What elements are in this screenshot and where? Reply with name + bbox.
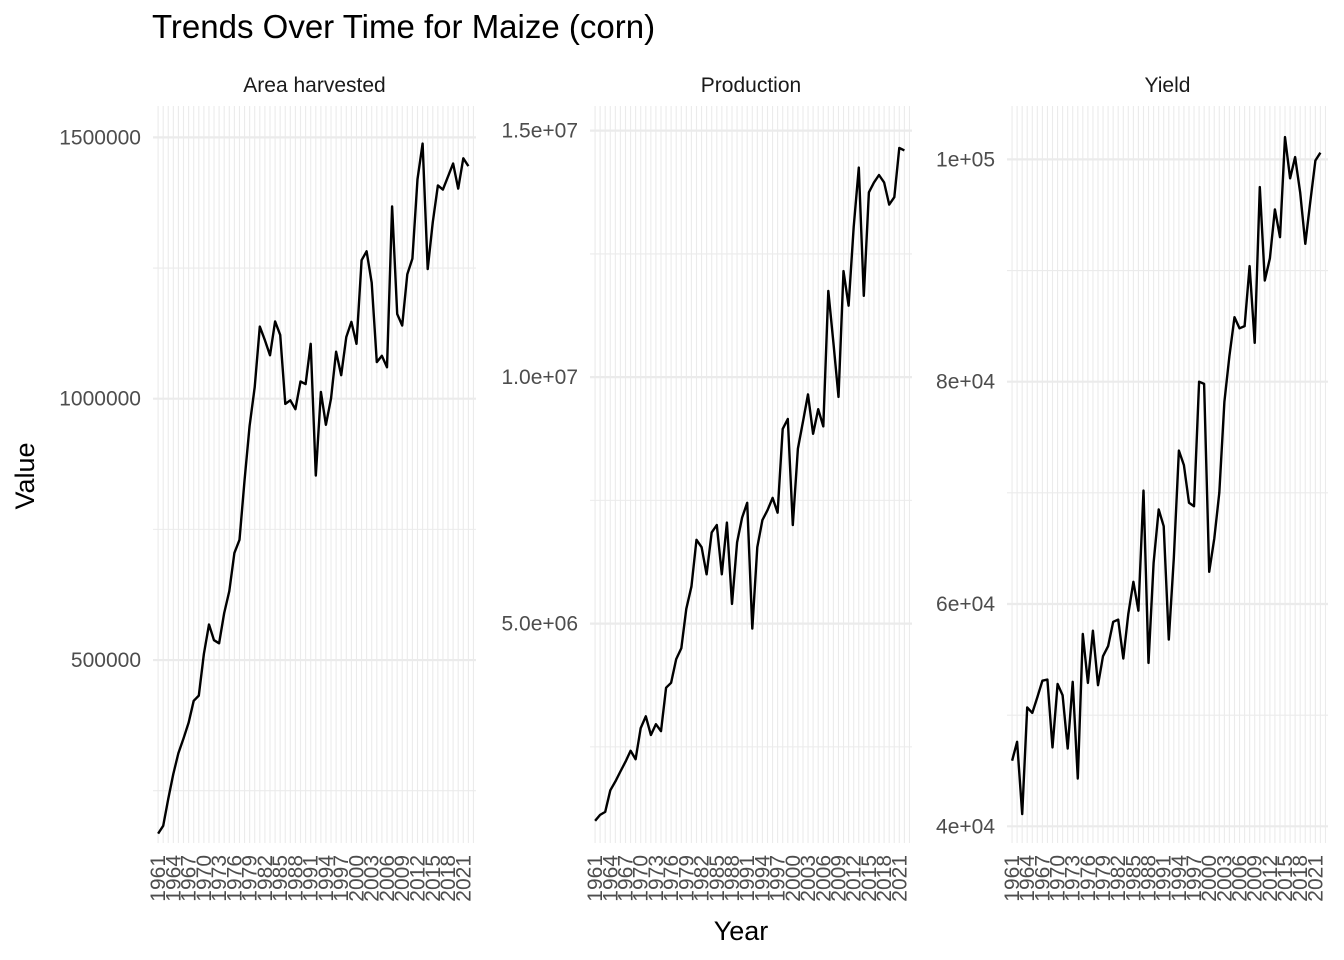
y-tick-label: 1000000 [59,388,141,411]
x-tick-label: 1994 [1168,855,1191,902]
x-axis-title: Year [714,916,769,946]
x-tick-label: 1976 [223,855,246,902]
x-tick-label: 1970 [1047,855,1070,902]
x-tick-label: 1967 [614,855,637,902]
series-line-area-harvested [157,142,470,835]
x-tick-label: 2003 [1213,855,1236,902]
x-tick-label: 2021 [1304,855,1327,902]
x-tick-label: 1970 [193,855,216,902]
x-tick-label: 2006 [812,855,835,902]
x-tick-label: 1973 [208,855,231,902]
x-tick-label: 1961 [147,855,170,902]
x-tick-label: 2015 [1274,855,1297,902]
y-tick-label: 500000 [71,649,141,672]
x-tick-label: 2006 [376,855,399,902]
x-tick-label: 2021 [888,855,911,902]
x-tick-label: 2009 [391,855,414,902]
x-tick-label: 1976 [1077,855,1100,902]
x-tick-label: 2021 [452,855,475,902]
x-tick-label: 1997 [330,855,353,902]
y-tick-label: 5.0e+06 [502,613,579,636]
x-tick-label: 2012 [1259,855,1282,902]
x-tick-label: 1970 [630,855,653,902]
x-tick-label: 1979 [675,855,698,902]
facet-panels: 5000001000000150000019611964196719701973… [59,74,1328,902]
y-axis-title: Value [10,442,40,509]
x-tick-label: 2015 [422,855,445,902]
y-tick-label: 4e+04 [936,815,995,838]
x-tick-label: 1961 [1001,855,1024,902]
x-tick-label: 1973 [1062,855,1085,902]
facet-production: 5.0e+061.0e+071.5e+071961196419671970197… [502,74,912,902]
x-tick-label: 1994 [315,855,338,902]
facet-title: Area harvested [243,74,385,97]
x-tick-label: 1979 [239,855,262,902]
x-tick-label: 1967 [178,855,201,902]
x-tick-label: 2000 [345,855,368,902]
x-tick-label: 2003 [361,855,384,902]
y-tick-label: 8e+04 [936,371,995,394]
y-tick-label: 6e+04 [936,593,995,616]
x-tick-label: 2000 [782,855,805,902]
y-tick-label: 1.5e+07 [502,120,579,143]
series-line-production [594,146,905,822]
x-tick-label: 1991 [300,855,323,902]
facet-area-harvested: 500000 1000000 1500000 19611964196719701973… [59,74,476,902]
x-tick-label: 1982 [254,855,277,902]
x-tick-label: 2009 [827,855,850,902]
x-tick-label: 1991 [1153,855,1176,902]
facet-title: Yield [1145,74,1191,97]
x-tick-label: 1985 [706,855,729,902]
x-tick-label: 1976 [660,855,683,902]
x-tick-label: 1985 [1122,855,1145,902]
x-tick-label: 2000 [1198,855,1221,902]
x-tick-label: 1982 [691,855,714,902]
x-tick-label: 2018 [437,855,460,902]
x-tick-label: 1964 [162,855,185,902]
x-tick-label: 1985 [269,855,292,902]
x-tick-label: 1988 [284,855,307,902]
facet-title: Production [701,74,801,97]
x-tick-label: 2018 [1289,855,1312,902]
chart-title: Trends Over Time for Maize (corn) [152,8,656,45]
x-tick-label: 2003 [797,855,820,902]
x-tick-label: 1988 [721,855,744,902]
facet-yield: 4e+04 6e+04 8e+04 1e+05 19611964196719701973… [936,74,1328,902]
x-tick-label: 1964 [599,855,622,902]
x-tick-label: 1988 [1138,855,1161,902]
x-tick-label: 1997 [1183,855,1206,902]
x-tick-label: 2012 [843,855,866,902]
x-tick-label: 1982 [1107,855,1130,902]
x-tick-label: 1979 [1092,855,1115,902]
x-tick-label: 1964 [1016,855,1039,902]
x-tick-label: 2018 [873,855,896,902]
x-tick-label: 2009 [1244,855,1267,902]
y-tick-label: 1500000 [59,126,141,149]
x-tick-label: 1991 [736,855,759,902]
x-tick-label: 1967 [1031,855,1054,902]
y-tick-label: 1e+05 [936,148,995,171]
x-tick-label: 2012 [407,855,430,902]
x-tick-label: 1961 [584,855,607,902]
x-tick-label: 1997 [767,855,790,902]
x-tick-label: 2015 [858,855,881,902]
series-line-yield [1010,135,1322,816]
y-tick-label: 1.0e+07 [502,366,579,389]
x-tick-label: 1973 [645,855,668,902]
x-tick-label: 2006 [1229,855,1252,902]
x-tick-label: 1994 [751,855,774,902]
